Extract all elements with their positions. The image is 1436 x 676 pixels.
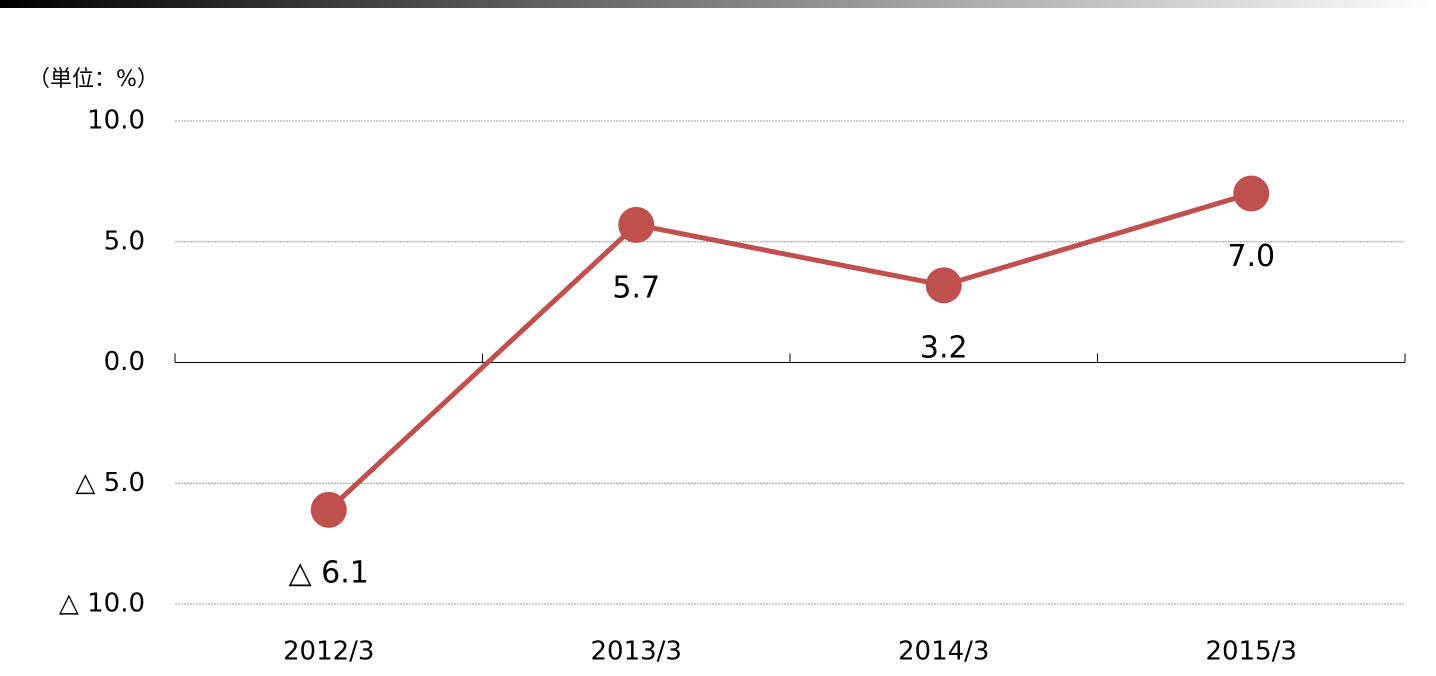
x-tick-label: 2014/3 xyxy=(898,637,989,667)
series-line xyxy=(327,191,1252,512)
data-point xyxy=(925,267,962,304)
data-point xyxy=(1233,175,1270,212)
data-label: △ 6.1 xyxy=(289,555,369,590)
data-point xyxy=(310,491,347,528)
y-tick-label: 10.0 xyxy=(87,106,145,136)
data-point xyxy=(618,206,655,243)
y-tick-label: 5.0 xyxy=(104,226,145,256)
x-tick-label: 2013/3 xyxy=(591,637,682,667)
data-label: 5.7 xyxy=(612,270,660,305)
unit-label: （単位：%） xyxy=(28,67,159,92)
x-tick-label: 2012/3 xyxy=(283,637,374,667)
data-label: 3.2 xyxy=(920,331,968,366)
y-tick-label: △ 5.0 xyxy=(75,468,145,498)
x-tick-label: 2015/3 xyxy=(1206,637,1297,667)
data-label: 7.0 xyxy=(1227,239,1275,274)
header-bar xyxy=(0,0,1436,8)
y-tick-label: 0.0 xyxy=(104,347,145,377)
y-tick-label: △ 10.0 xyxy=(59,589,145,619)
